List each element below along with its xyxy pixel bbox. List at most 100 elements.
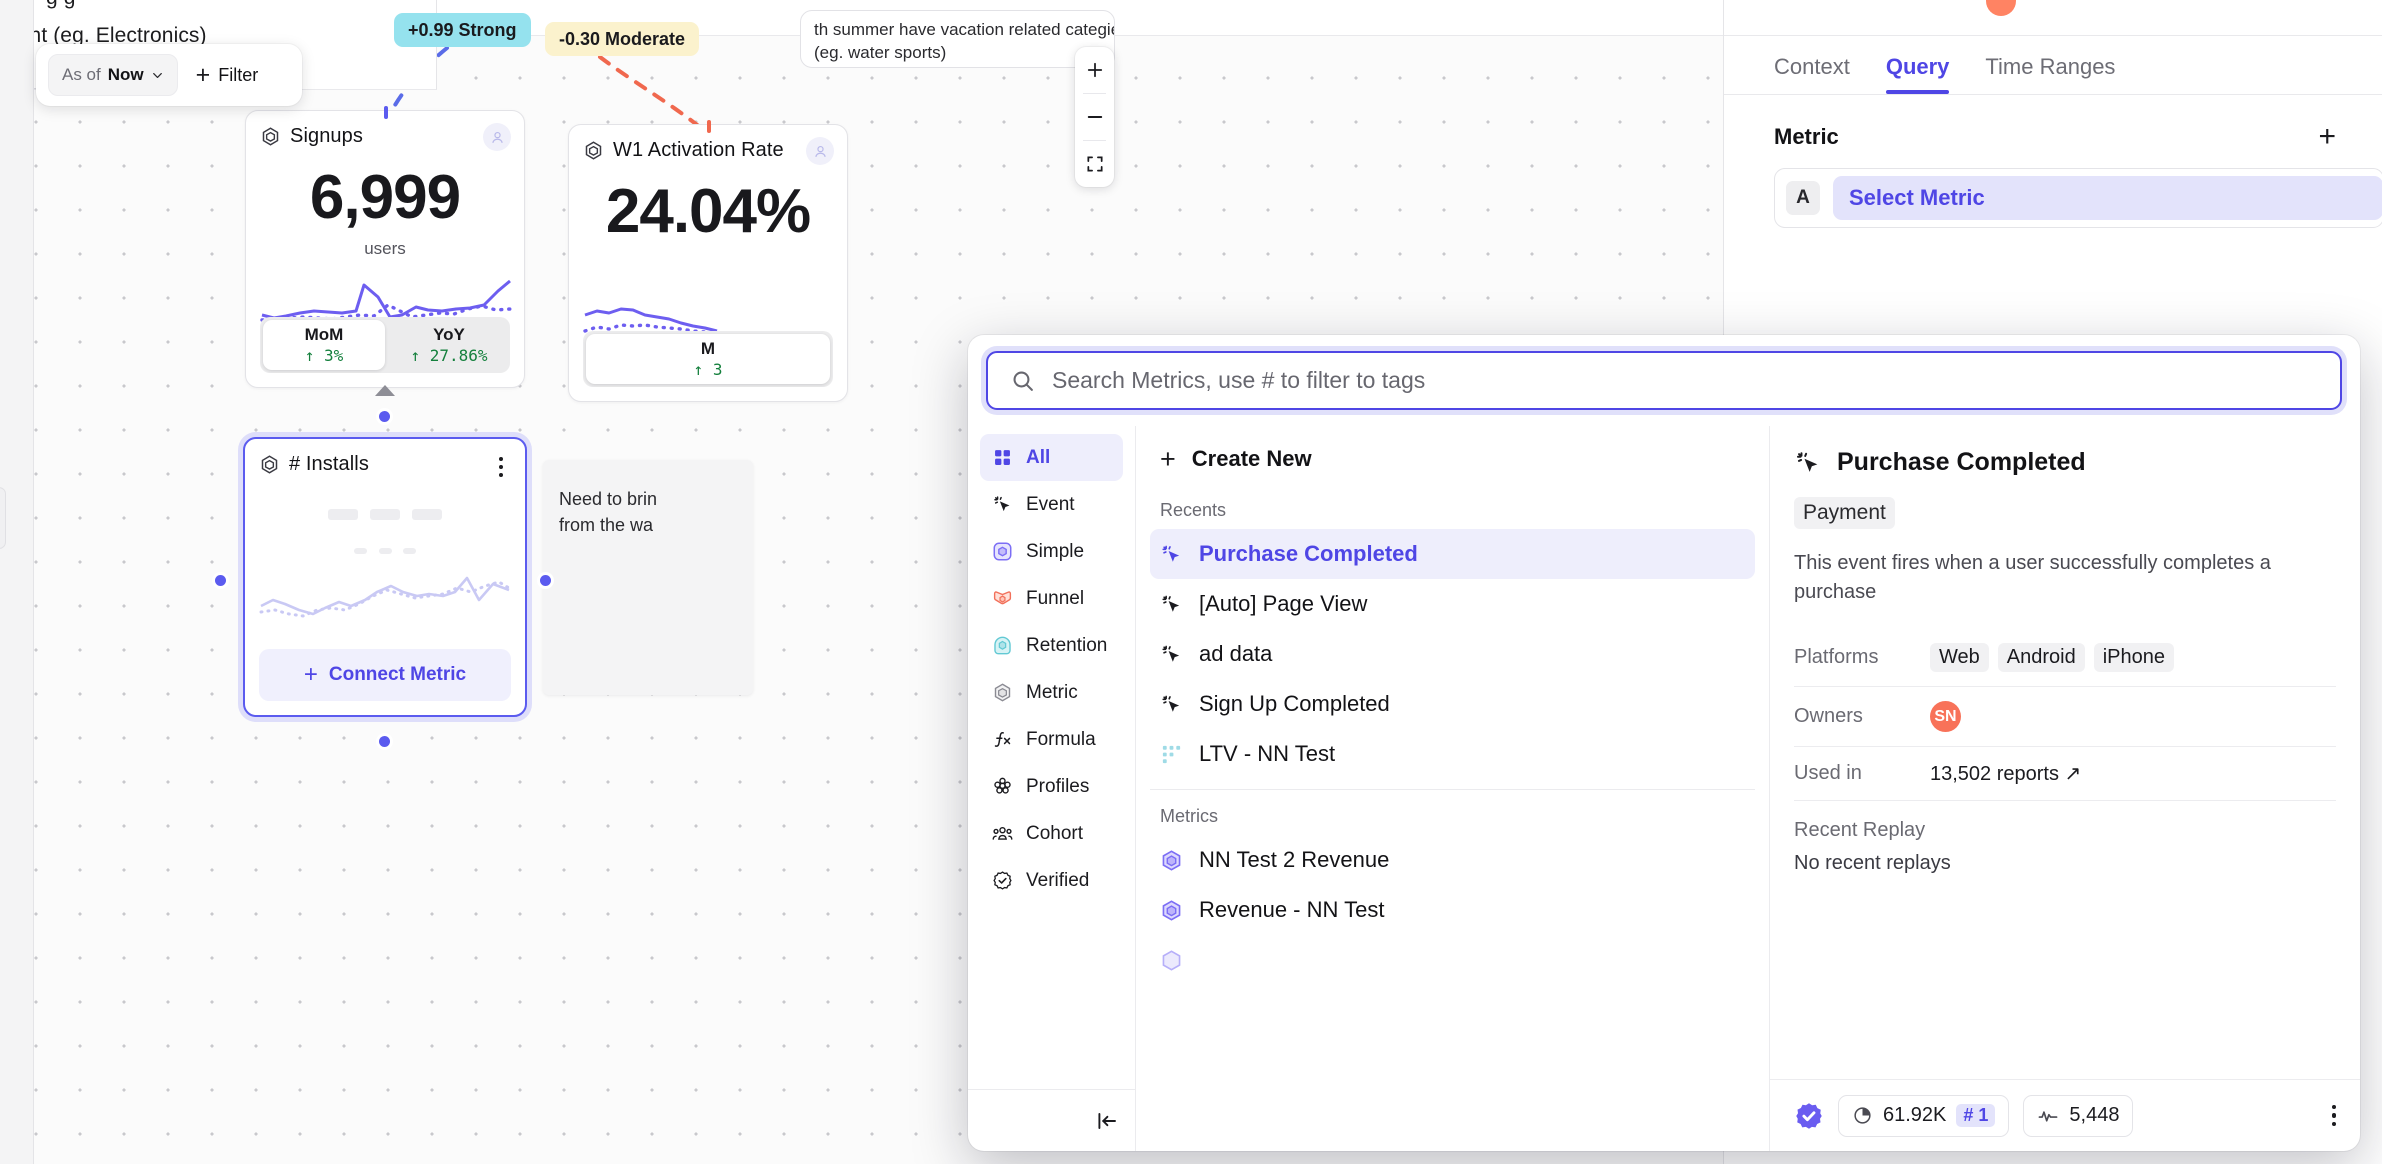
metric-card-w1-activation-rate[interactable]: W1 Activation Rate 24.04% M ↑ 3	[568, 124, 848, 402]
segment-yoy[interactable]: YoY ↑ 27.86%	[388, 317, 510, 373]
list-item-label: Purchase Completed	[1199, 541, 1418, 566]
sidebar-item-funnel[interactable]: Funnel	[980, 575, 1123, 622]
search-input[interactable]	[1052, 367, 2318, 394]
modal-type-sidebar[interactable]: All Event Simple	[968, 426, 1136, 1151]
sidebar-item-retention[interactable]: Retention	[980, 622, 1123, 669]
profiles-icon	[994, 777, 1011, 794]
list-item-revenue-nn-test[interactable]: Revenue - NN Test	[1150, 885, 1755, 935]
detail-header: Purchase Completed	[1794, 448, 2336, 477]
add-metric-button[interactable]: +	[2318, 120, 2336, 153]
kebab-menu-icon[interactable]	[2331, 1104, 2336, 1127]
metric-card-installs[interactable]: # Installs + Connect Metric	[243, 437, 527, 717]
card-anchor-top[interactable]	[379, 411, 390, 422]
sidebar-item-profiles[interactable]: Profiles	[980, 763, 1123, 810]
connect-metric-button[interactable]: + Connect Metric	[259, 649, 511, 701]
cohort-people-icon	[992, 826, 1013, 840]
sidebar-item-simple[interactable]: Simple	[980, 528, 1123, 575]
sidebar-item-metric[interactable]: Metric	[980, 669, 1123, 716]
zoom-out-button[interactable]	[1075, 94, 1114, 140]
event-cursor-icon	[1796, 451, 1818, 472]
zoom-in-button[interactable]	[1075, 47, 1114, 93]
kebab-menu-icon[interactable]	[491, 455, 511, 479]
user-avatar-icon	[491, 131, 503, 143]
list-item-nn-test-2-revenue[interactable]: NN Test 2 Revenue	[1150, 835, 1755, 885]
canvas-note-card[interactable]: th summer have vacation related categies…	[800, 10, 1115, 68]
list-item-ad-data[interactable]: ad data	[1150, 629, 1755, 679]
list-item-label: Sign Up Completed	[1199, 691, 1390, 716]
detail-platforms-values: Web Android iPhone	[1930, 643, 2174, 672]
metric-hexagon-icon	[585, 141, 602, 160]
platform-chip: Web	[1930, 643, 1989, 672]
sidebar-item-formula[interactable]: Formula	[980, 716, 1123, 763]
activity-stat[interactable]: 5,448	[2023, 1094, 2134, 1137]
list-item-sign-up-completed[interactable]: Sign Up Completed	[1150, 679, 1755, 729]
collapse-panel-icon[interactable]	[1095, 1109, 1119, 1133]
segment-mom[interactable]: M ↑ 3	[586, 334, 830, 384]
comparison-toggle[interactable]: M ↑ 3	[583, 331, 833, 387]
sidebar-item-label: Event	[1026, 493, 1075, 515]
plus-icon	[1087, 62, 1102, 78]
sticky-note[interactable]: Need to brin from the wa	[543, 460, 753, 695]
card-value: 6,999	[309, 163, 461, 232]
user-avatar-icon	[814, 145, 826, 157]
event-cursor-icon	[1162, 595, 1180, 612]
sidebar-item-event[interactable]: Event	[980, 481, 1123, 528]
segment-label: M	[700, 339, 716, 358]
list-item-auto-page-view[interactable]: [Auto] Page View	[1150, 579, 1755, 629]
card-title: # Installs	[289, 453, 369, 475]
detail-used-in-label: Used in	[1794, 762, 1862, 784]
canvas-toolbar[interactable]: As of Now + Filter	[36, 44, 302, 106]
create-new-button[interactable]: + Create New	[1150, 434, 1755, 484]
value-placeholder-skeleton	[245, 507, 525, 525]
sidebar-item-cohort[interactable]: Cohort	[980, 810, 1123, 857]
left-rail-handle[interactable]	[0, 487, 6, 549]
metric-picker-modal[interactable]: All Event Simple	[968, 335, 2360, 1151]
select-metric-button[interactable]: Select Metric	[1833, 176, 2382, 220]
correlation-badge-strong[interactable]: +0.99 Strong	[394, 13, 531, 47]
comparison-toggle[interactable]: MoM ↑ 3% YoY ↑ 27.86%	[260, 317, 510, 373]
detail-recent-replay-value: No recent replays	[1794, 852, 1951, 874]
volume-stat[interactable]: 61.92K # 1	[1838, 1094, 2010, 1137]
segment-mom[interactable]: MoM ↑ 3%	[263, 320, 385, 370]
add-filter-button[interactable]: + Filter	[188, 54, 267, 96]
partial-panel-line1: g g	[46, 0, 76, 10]
right-panel-tabs[interactable]: Context Query Time Ranges	[1724, 36, 2382, 95]
correlation-badge-moderate[interactable]: -0.30 Moderate	[545, 22, 700, 56]
event-cursor-icon	[1162, 645, 1180, 662]
search-field[interactable]	[986, 351, 2342, 410]
detail-tag: Payment	[1794, 497, 1895, 529]
tab-context[interactable]: Context	[1774, 54, 1850, 79]
tab-query[interactable]: Query	[1885, 54, 1949, 94]
metric-row[interactable]: A Select Metric	[1774, 168, 2382, 228]
list-item-label: LTV - NN Test	[1199, 741, 1336, 766]
list-item-purchase-completed[interactable]: Purchase Completed	[1150, 529, 1755, 579]
metric-card-signups[interactable]: Signups 6,999 users MoM ↑ 3%	[245, 110, 525, 388]
card-connector-arrow	[375, 385, 395, 396]
detail-owners-label: Owners	[1794, 705, 1863, 727]
sidebar-item-all[interactable]: All	[980, 434, 1123, 481]
simple-hexagon-icon	[993, 542, 1012, 561]
modal-search-wrapper	[968, 335, 2360, 424]
plus-icon: +	[303, 661, 318, 688]
section-title: Metric	[1774, 124, 1839, 149]
zoom-controls[interactable]	[1075, 47, 1114, 187]
sidebar-item-label: Formula	[1026, 728, 1096, 750]
card-anchor-bottom[interactable]	[379, 736, 390, 747]
card-anchor-left[interactable]	[215, 575, 226, 586]
card-anchor-right[interactable]	[540, 575, 551, 586]
modal-metric-list[interactable]: + Create New Recents Purchase Completed	[1136, 426, 1770, 1151]
fit-to-screen-button[interactable]	[1075, 141, 1114, 187]
left-rail[interactable]	[0, 0, 34, 1164]
tab-time-ranges[interactable]: Time Ranges	[1985, 54, 2116, 79]
list-item-ltv-nn-test[interactable]: LTV - NN Test	[1150, 729, 1755, 779]
avatar	[483, 123, 511, 151]
minus-icon	[1087, 116, 1102, 118]
simple-hexagon-icon	[1162, 949, 1181, 971]
list-item-partial[interactable]	[1150, 935, 1755, 985]
as-of-dropdown[interactable]: As of Now	[48, 54, 178, 96]
sidebar-item-verified[interactable]: Verified	[980, 857, 1123, 904]
volume-value: 61.92K	[1883, 1104, 1947, 1126]
detail-used-in-value[interactable]: 13,502 reports ↗	[1930, 763, 2082, 785]
search-icon	[1013, 371, 1033, 391]
sidebar-item-label: Cohort	[1026, 822, 1084, 844]
